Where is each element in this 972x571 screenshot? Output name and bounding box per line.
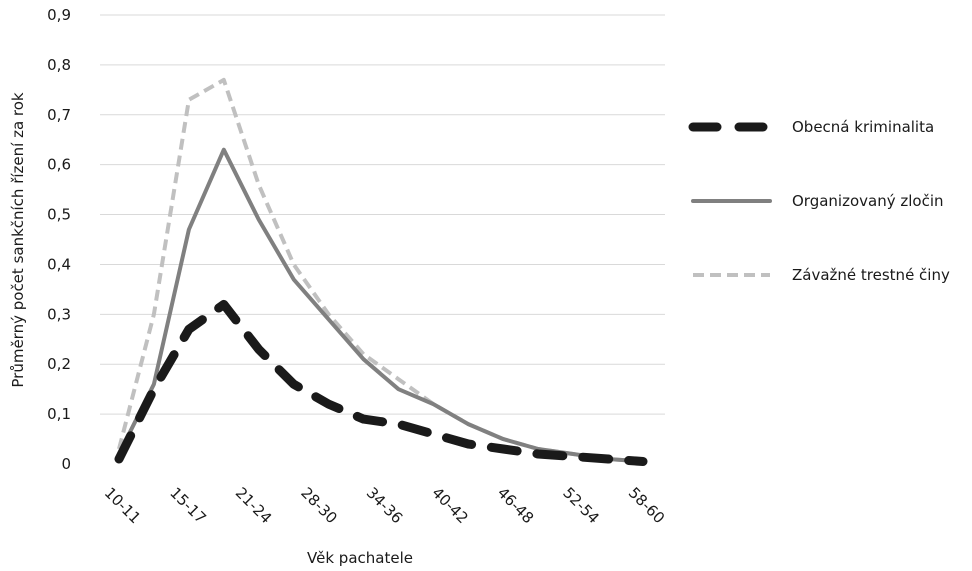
y-tick-label: 0,8 xyxy=(47,56,71,74)
x-tick-label: 46-48 xyxy=(494,484,538,528)
y-axis-title: Průměrný počet sankčních řízení za rok xyxy=(9,92,27,388)
y-tick-labels: 0 0,1 0,2 0,3 0,4 0,5 0,6 0,7 0,8 0,9 xyxy=(47,6,71,473)
y-tick-label: 0,1 xyxy=(47,405,71,423)
legend-label: Závažné trestné činy xyxy=(792,266,950,284)
y-tick-label: 0,9 xyxy=(47,6,71,24)
y-tick-label: 0,3 xyxy=(47,305,71,323)
legend-label: Obecná kriminalita xyxy=(792,118,934,136)
x-tick-label: 58-60 xyxy=(625,484,669,528)
series-line-0 xyxy=(114,299,648,466)
y-tick-label: 0,4 xyxy=(47,255,71,273)
y-tick-label: 0,6 xyxy=(47,156,71,174)
y-tick-label: 0 xyxy=(61,455,71,473)
legend-label: Organizovaný zločin xyxy=(792,192,944,210)
x-tick-label: 28-30 xyxy=(297,484,341,528)
x-tick-label: 34-36 xyxy=(363,484,407,528)
gridlines xyxy=(100,14,665,415)
x-tick-label: 40-42 xyxy=(428,484,472,528)
legend: Obecná kriminalita Organizovaný zločin Záv… xyxy=(688,118,950,284)
y-tick-label: 0,7 xyxy=(47,106,71,124)
series-line-1 xyxy=(117,147,645,464)
x-tick-label: 10-11 xyxy=(101,484,145,528)
x-tick-labels: 10-11 15-17 21-24 28-30 34-36 40-42 46-48 52-54… xyxy=(101,484,669,528)
x-tick-label: 21-24 xyxy=(232,484,276,528)
x-tick-label: 52-54 xyxy=(559,484,603,528)
y-tick-label: 0,5 xyxy=(47,206,71,224)
x-axis-title: Věk pachatele xyxy=(307,549,413,567)
series-line-2 xyxy=(117,77,644,464)
y-tick-label: 0,2 xyxy=(47,355,71,373)
x-tick-label: 15-17 xyxy=(166,484,210,528)
series-lines xyxy=(114,77,648,466)
